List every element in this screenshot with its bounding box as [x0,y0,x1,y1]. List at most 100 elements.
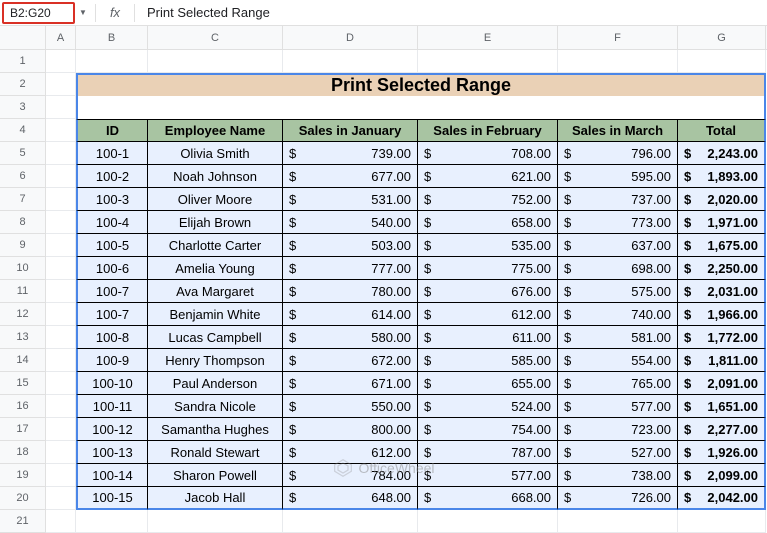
cell-feb[interactable]: $655.00 [418,372,558,395]
row-header[interactable]: 13 [0,326,46,349]
cell-mar[interactable]: $740.00 [558,303,678,326]
cell-name[interactable]: Benjamin White [148,303,283,326]
cell-mar[interactable]: $698.00 [558,257,678,280]
cell-name[interactable]: Ronald Stewart [148,441,283,464]
cell-mar[interactable]: $581.00 [558,326,678,349]
cell-feb[interactable]: $577.00 [418,464,558,487]
row-header[interactable]: 8 [0,211,46,234]
cell-jan[interactable]: $614.00 [283,303,418,326]
col-header-C[interactable]: C [148,26,283,49]
cell-id[interactable]: 100-13 [76,441,148,464]
cell-jan[interactable]: $739.00 [283,142,418,165]
cell-id[interactable]: 100-4 [76,211,148,234]
cell-name[interactable]: Jacob Hall [148,487,283,510]
cell-mar[interactable]: $723.00 [558,418,678,441]
col-header-D[interactable]: D [283,26,418,49]
cell-total[interactable]: $1,675.00 [678,234,766,257]
row-header[interactable]: 18 [0,441,46,464]
cell-id[interactable]: 100-14 [76,464,148,487]
table-row[interactable]: 100-14Sharon Powell$784.00$577.00$738.00… [76,464,766,487]
table-row[interactable]: 100-4Elijah Brown$540.00$658.00$773.00$1… [76,211,766,234]
table-row[interactable]: 100-12Samantha Hughes$800.00$754.00$723.… [76,418,766,441]
cell-mar[interactable]: $575.00 [558,280,678,303]
row-header[interactable]: 7 [0,188,46,211]
cell-total[interactable]: $1,971.00 [678,211,766,234]
header-jan[interactable]: Sales in January [283,119,418,142]
row-header[interactable]: 20 [0,487,46,510]
col-header-F[interactable]: F [558,26,678,49]
cell-feb[interactable]: $621.00 [418,165,558,188]
row-header[interactable]: 10 [0,257,46,280]
cell-name[interactable]: Henry Thompson [148,349,283,372]
cell-name[interactable]: Olivia Smith [148,142,283,165]
row-header[interactable]: 16 [0,395,46,418]
cell-id[interactable]: 100-8 [76,326,148,349]
cell-total[interactable]: $2,250.00 [678,257,766,280]
table-row[interactable]: 100-15Jacob Hall$648.00$668.00$726.00$2,… [76,487,766,510]
cell-total[interactable]: $2,020.00 [678,188,766,211]
header-name[interactable]: Employee Name [148,119,283,142]
cell-total[interactable]: $1,772.00 [678,326,766,349]
cell-feb[interactable]: $585.00 [418,349,558,372]
cell-total[interactable]: $2,091.00 [678,372,766,395]
row-header[interactable]: 11 [0,280,46,303]
cell-feb[interactable]: $676.00 [418,280,558,303]
table-row[interactable]: 100-11Sandra Nicole$550.00$524.00$577.00… [76,395,766,418]
table-title[interactable]: Print Selected Range [76,73,766,96]
cell-jan[interactable]: $648.00 [283,487,418,510]
cell-mar[interactable]: $577.00 [558,395,678,418]
cell-id[interactable]: 100-5 [76,234,148,257]
col-header-G[interactable]: G [678,26,766,49]
cell-feb[interactable]: $754.00 [418,418,558,441]
name-box-dropdown-icon[interactable]: ▼ [75,8,91,17]
cell-jan[interactable]: $677.00 [283,165,418,188]
cell-id[interactable]: 100-7 [76,303,148,326]
cell-feb[interactable]: $611.00 [418,326,558,349]
cell-id[interactable]: 100-3 [76,188,148,211]
row-header[interactable]: 21 [0,510,46,533]
cell-mar[interactable]: $737.00 [558,188,678,211]
cell-total[interactable]: $2,277.00 [678,418,766,441]
cell-jan[interactable]: $540.00 [283,211,418,234]
col-header-E[interactable]: E [418,26,558,49]
cell-name[interactable]: Lucas Campbell [148,326,283,349]
cell-jan[interactable]: $800.00 [283,418,418,441]
cell-mar[interactable]: $765.00 [558,372,678,395]
row-header[interactable]: 19 [0,464,46,487]
cell-feb[interactable]: $775.00 [418,257,558,280]
header-id[interactable]: ID [76,119,148,142]
cell-jan[interactable]: $531.00 [283,188,418,211]
cell-total[interactable]: $2,042.00 [678,487,766,510]
cell-total[interactable]: $1,893.00 [678,165,766,188]
cell-total[interactable]: $1,966.00 [678,303,766,326]
row-header[interactable]: 3 [0,96,46,119]
header-mar[interactable]: Sales in March [558,119,678,142]
cell-mar[interactable]: $738.00 [558,464,678,487]
cell-id[interactable]: 100-10 [76,372,148,395]
cell-id[interactable]: 100-15 [76,487,148,510]
table-row[interactable]: 100-13Ronald Stewart$612.00$787.00$527.0… [76,441,766,464]
row-header[interactable]: 6 [0,165,46,188]
cell-name[interactable]: Paul Anderson [148,372,283,395]
cell-name[interactable]: Amelia Young [148,257,283,280]
name-box[interactable]: B2:G20 [2,2,75,24]
cells-area[interactable]: Print Selected Range ID Employee Name Sa… [46,50,766,533]
header-total[interactable]: Total [678,119,766,142]
table-row[interactable]: 100-5Charlotte Carter$503.00$535.00$637.… [76,234,766,257]
cell-feb[interactable]: $612.00 [418,303,558,326]
cell-jan[interactable]: $503.00 [283,234,418,257]
cell-name[interactable]: Sandra Nicole [148,395,283,418]
cell-id[interactable]: 100-1 [76,142,148,165]
cell-name[interactable]: Ava Margaret [148,280,283,303]
cell-total[interactable]: $1,926.00 [678,441,766,464]
row-header[interactable]: 12 [0,303,46,326]
cell-jan[interactable]: $612.00 [283,441,418,464]
cell-feb[interactable]: $658.00 [418,211,558,234]
row-header[interactable]: 9 [0,234,46,257]
row-header[interactable]: 17 [0,418,46,441]
table-row[interactable]: 100-8Lucas Campbell$580.00$611.00$581.00… [76,326,766,349]
col-header-A[interactable]: A [46,26,76,49]
cell-jan[interactable]: $784.00 [283,464,418,487]
cell-jan[interactable]: $672.00 [283,349,418,372]
table-row[interactable]: 100-2Noah Johnson$677.00$621.00$595.00$1… [76,165,766,188]
